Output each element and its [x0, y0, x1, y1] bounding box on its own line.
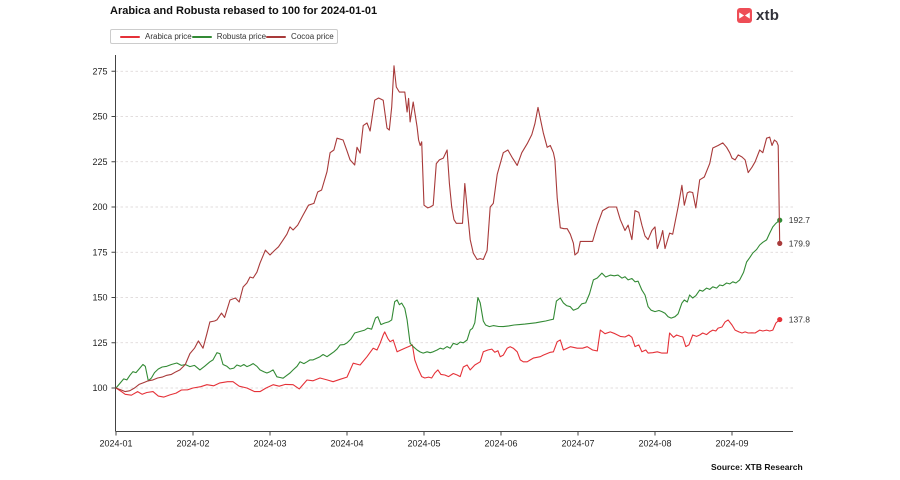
end-label-cocoa: 179.9: [789, 238, 811, 248]
y-tick-label: 150: [92, 293, 107, 303]
x-tick-label: 2024-04: [330, 439, 363, 449]
arabica-line-swatch: [120, 35, 140, 38]
x-tick-label: 2024-09: [715, 439, 748, 449]
end-dot-arabica: [777, 316, 783, 323]
legend-label-arabica: Arabica price: [145, 31, 192, 41]
y-tick-label: 275: [92, 66, 107, 76]
x-tick-label: 2024-07: [561, 439, 594, 449]
series-line-arabica: [115, 319, 781, 398]
y-tick-label: 125: [92, 338, 107, 348]
x-tick-label: 2024-05: [407, 439, 440, 449]
x-tick-label: 2024-02: [176, 439, 209, 449]
end-label-arabica: 137.8: [789, 315, 811, 325]
legend-item-arabica: Arabica price: [120, 31, 192, 41]
xtb-logo: xtb: [737, 8, 779, 23]
legend-label-robusta: Robusta price: [216, 31, 267, 41]
x-tick-label: 2024-01: [99, 439, 132, 449]
y-tick-label: 175: [92, 247, 107, 257]
y-tick-label: 225: [92, 157, 107, 167]
x-tick-label: 2024-06: [484, 439, 517, 449]
chart-legend: Arabica price Robusta price Cocoa price: [110, 29, 338, 44]
legend-item-cocoa: Cocoa price: [266, 31, 334, 41]
legend-label-cocoa: Cocoa price: [291, 31, 334, 41]
y-tick-label: 100: [92, 383, 107, 393]
xtb-bowtie-glyph: [739, 12, 750, 19]
end-label-robusta: 192.7: [789, 215, 811, 225]
legend-item-robusta: Robusta price: [191, 31, 267, 41]
x-tick-label: 2024-03: [253, 439, 286, 449]
xtb-logo-icon: [737, 8, 752, 23]
robusta-line-swatch: [191, 35, 212, 38]
y-tick-label: 250: [92, 112, 107, 122]
source-note: Source: XTB Research: [711, 462, 803, 472]
series-line-robusta: [115, 219, 781, 389]
x-tick-label: 2024-08: [638, 439, 671, 449]
series-line-cocoa: [115, 65, 781, 393]
cocoa-line-swatch: [266, 35, 287, 38]
xtb-logo-text: xtb: [756, 7, 780, 24]
y-tick-label: 200: [92, 202, 107, 212]
end-dot-cocoa: [777, 240, 783, 246]
page-title: Arabica and Robusta rebased to 100 for 2…: [110, 5, 378, 17]
